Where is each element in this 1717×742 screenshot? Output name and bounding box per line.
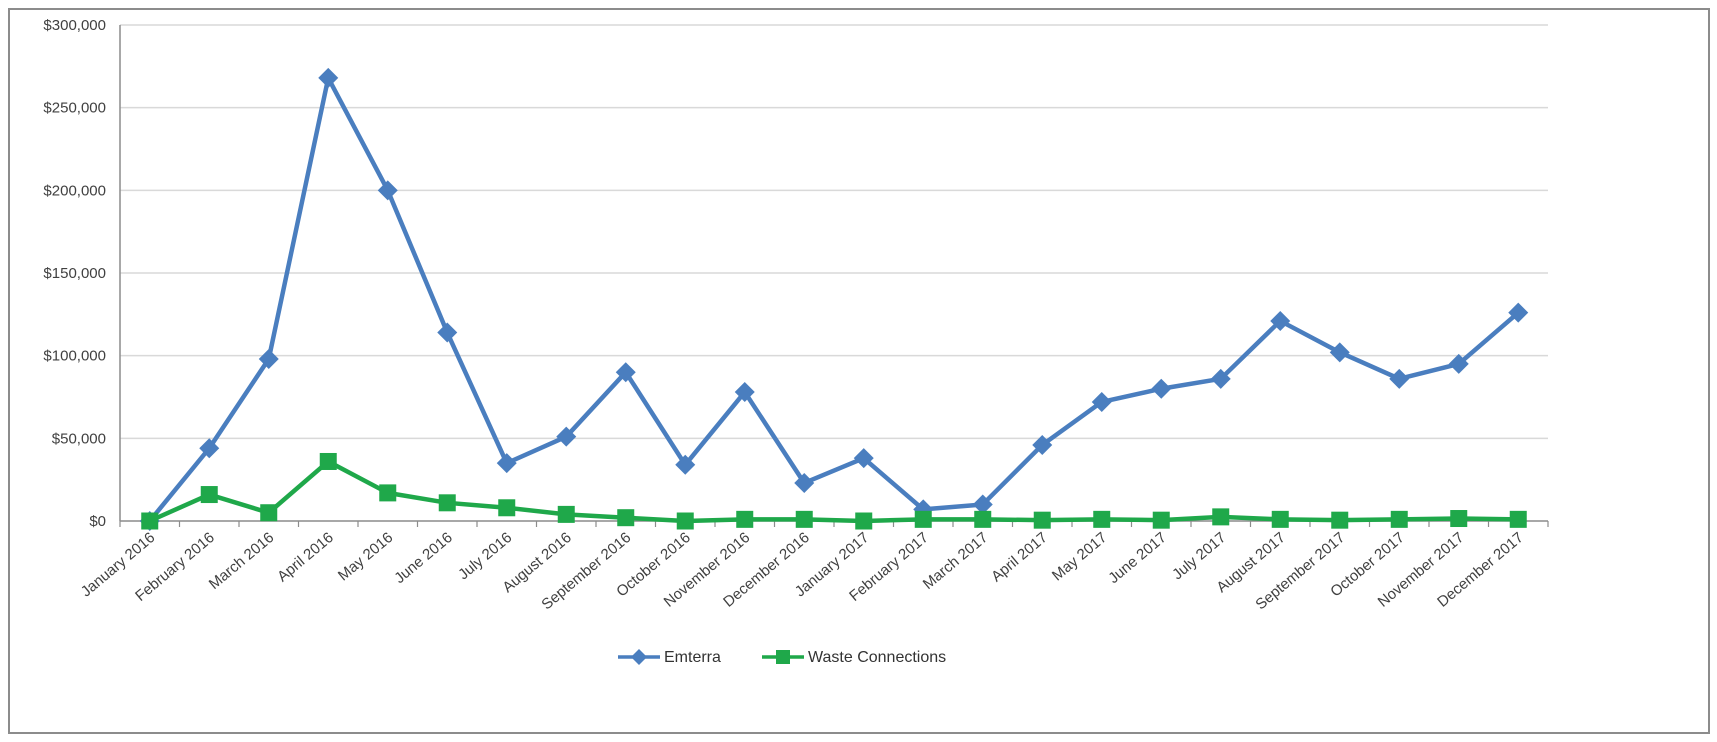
data-point-square — [260, 504, 278, 522]
data-point-diamond — [1210, 368, 1231, 389]
y-tick-label: $0 — [89, 513, 106, 530]
x-tick-label: July 2016 — [455, 529, 515, 583]
data-point-square — [1331, 511, 1349, 529]
x-tick-label: March 2016 — [206, 529, 278, 593]
data-point-square — [676, 512, 694, 530]
data-point-diamond — [853, 448, 874, 469]
data-point-diamond — [1151, 378, 1172, 399]
data-point-diamond — [496, 453, 517, 474]
data-point-diamond — [1508, 302, 1529, 323]
data-point-square — [914, 510, 932, 528]
series-line — [148, 459, 1519, 524]
x-tick-label: June 2017 — [1105, 529, 1170, 587]
y-tick-label: $250,000 — [43, 100, 106, 117]
data-point-square — [1093, 510, 1111, 528]
data-point-square — [974, 510, 992, 528]
series-line — [148, 75, 1520, 523]
data-point-square — [319, 452, 337, 470]
axes — [119, 25, 1549, 527]
series-waste-connections — [141, 452, 1527, 530]
data-point-square — [379, 484, 397, 502]
data-point-diamond — [972, 494, 993, 515]
legend-label: Waste Connections — [808, 649, 946, 666]
y-tick-label: $100,000 — [43, 348, 106, 365]
series — [139, 67, 1529, 531]
x-tick-label: May 2016 — [335, 529, 396, 584]
data-point-square — [1152, 511, 1170, 529]
data-point-diamond — [318, 67, 339, 88]
y-tick-label: $200,000 — [43, 182, 106, 199]
data-point-square — [1212, 508, 1230, 526]
data-point-square — [1450, 510, 1468, 528]
data-point-square — [141, 512, 159, 530]
data-point-square — [617, 509, 635, 527]
data-point-square — [438, 494, 456, 512]
legend-marker-square — [776, 650, 790, 664]
gridlines — [120, 24, 1548, 440]
legend-entry: Waste Connections — [762, 649, 946, 666]
data-point-diamond — [794, 472, 815, 493]
data-point-diamond — [1389, 368, 1410, 389]
legend-marker-diamond — [631, 649, 647, 665]
x-tick-label: June 2016 — [391, 529, 456, 587]
data-point-diamond — [1032, 434, 1053, 455]
x-tick-label: April 2017 — [988, 529, 1051, 585]
data-point-diamond — [1270, 310, 1291, 331]
x-tick-label: March 2017 — [920, 529, 992, 593]
data-point-square — [1390, 510, 1408, 528]
x-tick-label: April 2016 — [274, 529, 337, 585]
data-point-square — [736, 510, 754, 528]
data-point-diamond — [1091, 391, 1112, 412]
data-point-diamond — [377, 180, 398, 201]
data-point-diamond — [556, 426, 577, 447]
x-tick-label: July 2017 — [1169, 529, 1229, 583]
data-point-diamond — [675, 454, 696, 475]
data-point-diamond — [437, 322, 458, 343]
data-point-square — [795, 510, 813, 528]
data-point-diamond — [913, 499, 934, 520]
data-point-diamond — [734, 382, 755, 403]
data-point-diamond — [615, 362, 636, 383]
y-axis-ticks: $0 $50,000 $100,000 $150,000 $200,000 $250,00… — [43, 17, 106, 530]
data-point-square — [200, 486, 218, 504]
data-point-diamond — [1329, 342, 1350, 363]
data-point-square — [855, 512, 873, 530]
data-point-square — [1033, 511, 1051, 529]
data-point-square — [1509, 510, 1527, 528]
data-point-square — [498, 499, 516, 517]
data-point-square — [557, 505, 575, 523]
legend-label: Emterra — [664, 649, 721, 666]
y-tick-label: $50,000 — [52, 430, 106, 447]
data-point-square — [1271, 510, 1289, 528]
data-point-diamond — [258, 348, 279, 369]
y-tick-label: $150,000 — [43, 265, 106, 282]
legend: Emterra Waste Connections — [618, 649, 946, 666]
data-point-diamond — [1448, 353, 1469, 374]
x-tick-label: May 2017 — [1049, 529, 1110, 584]
y-tick-label: $300,000 — [43, 17, 106, 34]
legend-entry: Emterra — [618, 649, 721, 666]
series-emterra — [139, 67, 1529, 531]
data-point-diamond — [199, 438, 220, 459]
